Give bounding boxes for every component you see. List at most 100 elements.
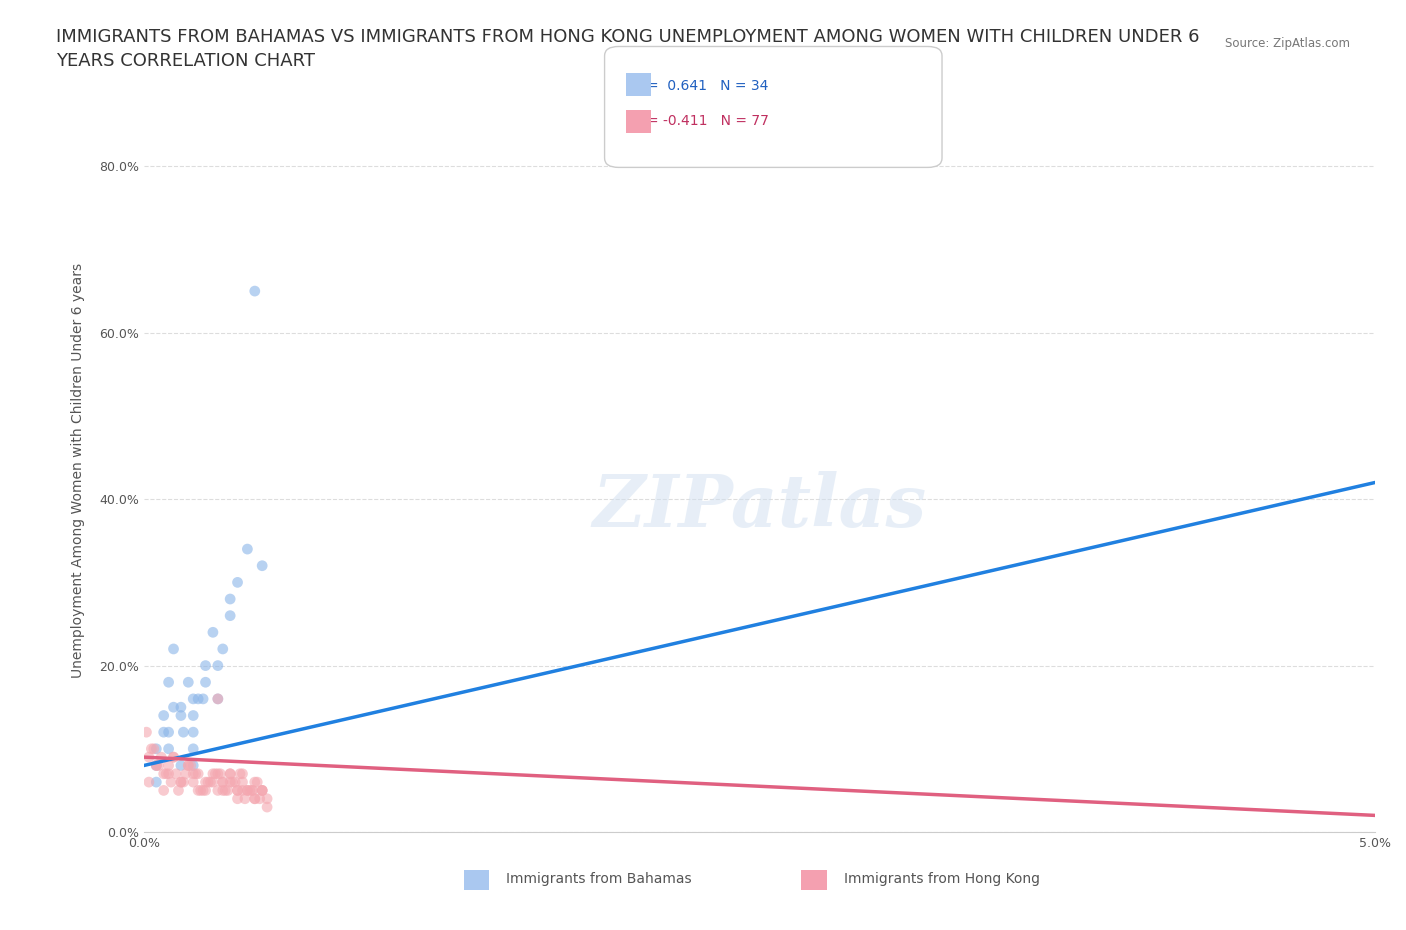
Point (145, 758, 167, 773)
Point (148, 758, 170, 773)
Point (194, 775, 217, 790)
Point (138, 775, 160, 790)
Point (211, 775, 233, 790)
Point (172, 775, 194, 790)
Point (221, 775, 243, 790)
Point (181, 708, 204, 723)
Point (174, 766, 197, 781)
Point (194, 675, 217, 690)
Point (239, 783, 262, 798)
Point (240, 783, 263, 798)
Point (162, 642, 184, 657)
Point (152, 724, 174, 739)
Point (197, 775, 219, 790)
Point (157, 766, 180, 781)
Point (229, 766, 252, 781)
Point (145, 741, 167, 756)
Point (157, 724, 180, 739)
Point (250, 558, 273, 573)
Point (207, 766, 229, 781)
Point (152, 708, 174, 723)
Point (194, 658, 217, 673)
Point (214, 783, 236, 798)
Point (152, 783, 174, 798)
Point (231, 766, 253, 781)
Point (157, 741, 180, 756)
Point (157, 675, 180, 690)
Point (211, 775, 233, 790)
Point (187, 766, 209, 781)
Point (219, 591, 242, 606)
Point (181, 691, 204, 706)
Point (207, 783, 229, 798)
Text: Source: ZipAtlas.com: Source: ZipAtlas.com (1225, 37, 1350, 50)
Point (236, 541, 259, 556)
Point (181, 741, 204, 756)
Point (177, 758, 200, 773)
Point (177, 758, 200, 773)
Point (226, 791, 249, 806)
Point (152, 766, 174, 781)
Point (181, 766, 204, 781)
Point (150, 750, 173, 764)
Point (191, 691, 214, 706)
Point (201, 766, 224, 781)
Point (162, 750, 184, 764)
Point (236, 783, 259, 798)
Point (180, 758, 202, 773)
Point (256, 791, 278, 806)
Point (207, 691, 229, 706)
Point (226, 783, 249, 798)
Point (187, 691, 209, 706)
Point (250, 783, 273, 798)
Point (191, 783, 214, 798)
Point (170, 699, 193, 714)
Point (200, 775, 222, 790)
Point (172, 724, 194, 739)
Point (219, 766, 242, 781)
Point (145, 758, 167, 773)
Point (217, 783, 239, 798)
Point (226, 575, 249, 590)
Point (243, 791, 266, 806)
Y-axis label: Unemployment Among Women with Children Under 6 years: Unemployment Among Women with Children U… (72, 262, 86, 678)
Point (207, 658, 229, 673)
Point (219, 766, 242, 781)
Point (226, 783, 249, 798)
Point (162, 699, 184, 714)
Point (135, 724, 157, 739)
Point (211, 783, 233, 798)
Point (181, 724, 204, 739)
Point (207, 691, 229, 706)
Point (201, 775, 224, 790)
Point (165, 766, 187, 781)
Point (240, 783, 263, 798)
Point (145, 758, 167, 773)
Point (170, 758, 193, 773)
Point (250, 783, 273, 798)
Point (142, 741, 165, 756)
Point (138, 750, 160, 764)
Point (155, 766, 177, 781)
Point (201, 625, 224, 640)
Point (236, 783, 259, 798)
Point (256, 800, 278, 815)
Point (145, 775, 167, 790)
Text: Immigrants from Bahamas: Immigrants from Bahamas (506, 871, 692, 886)
Point (184, 766, 207, 781)
Text: ZIPatlas: ZIPatlas (592, 471, 927, 541)
Point (224, 775, 246, 790)
Point (219, 608, 242, 623)
Point (170, 775, 193, 790)
Point (187, 783, 209, 798)
Point (243, 775, 266, 790)
Point (177, 675, 200, 690)
Point (246, 775, 269, 790)
Point (219, 775, 242, 790)
Point (181, 758, 204, 773)
Text: R = -0.411   N = 77: R = -0.411 N = 77 (633, 114, 769, 128)
Text: Immigrants from Hong Kong: Immigrants from Hong Kong (844, 871, 1039, 886)
Text: IMMIGRANTS FROM BAHAMAS VS IMMIGRANTS FROM HONG KONG UNEMPLOYMENT AMONG WOMEN WI: IMMIGRANTS FROM BAHAMAS VS IMMIGRANTS FR… (56, 28, 1199, 70)
Point (170, 775, 193, 790)
Point (209, 766, 232, 781)
